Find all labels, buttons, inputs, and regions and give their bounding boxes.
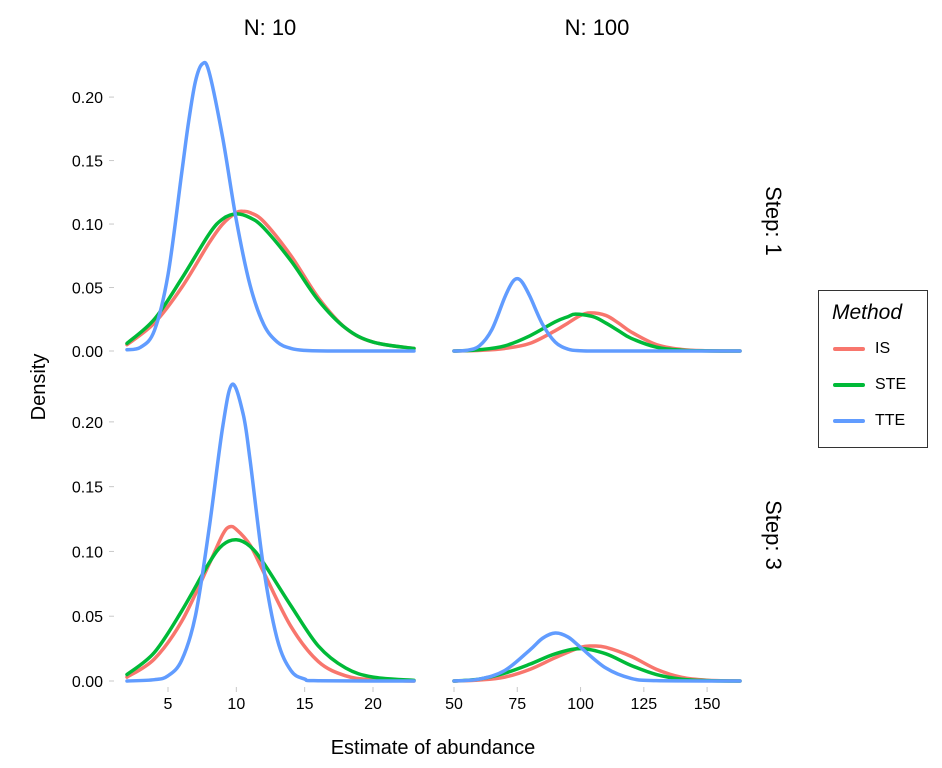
x-tick-label: 5 <box>164 696 173 713</box>
legend-swatch-is <box>833 347 865 351</box>
x-tick-label: 125 <box>630 696 657 713</box>
series-line-is-n10-step3 <box>125 524 416 683</box>
y-tick-label: 0.05 <box>72 281 103 298</box>
y-tick-label: 0.10 <box>72 217 103 234</box>
panel-n10-step1: 0.00 0.05 0.10 0.15 0.20 <box>72 60 416 361</box>
x-tick-label: 20 <box>364 696 382 713</box>
x-tick-label: 75 <box>508 696 526 713</box>
legend-swatch-ste <box>833 383 865 387</box>
panel-n10-step3: 0.00 0.05 0.10 0.15 0.20 5 10 15 20 <box>72 382 416 713</box>
strip-label-step1: Step: 1 <box>761 186 786 256</box>
series-line-tte-n100-step1 <box>452 276 742 353</box>
y-tick-label: 0.20 <box>72 415 103 432</box>
y-axis-title: Density <box>28 354 50 421</box>
legend-label-ste: STE <box>875 376 907 393</box>
legend-item-ste: STE <box>833 373 906 397</box>
x-tick-label: 50 <box>445 696 463 713</box>
strip-label-step3: Step: 3 <box>761 500 786 570</box>
strip-label-n100: N: 100 <box>565 15 630 40</box>
series-line-tte-n100-step3 <box>452 631 742 683</box>
y-tick-label: 0.00 <box>72 344 103 361</box>
y-tick-label: 0.05 <box>72 609 103 626</box>
x-tick-label: 150 <box>694 696 721 713</box>
legend-title: Method <box>832 301 903 324</box>
series-line-ste-n10-step3 <box>125 538 416 683</box>
y-tick-label: 0.15 <box>72 480 103 497</box>
x-tick-label: 10 <box>227 696 245 713</box>
series-line-tte-n10-step1 <box>125 60 416 353</box>
y-tick-label: 0.20 <box>72 90 103 107</box>
y-tick-label: 0.00 <box>72 674 103 691</box>
y-tick-label: 0.10 <box>72 544 103 561</box>
x-tick-label: 100 <box>567 696 594 713</box>
strip-label-n10: N: 10 <box>244 15 297 40</box>
legend-item-is: IS <box>833 337 890 361</box>
series-line-is-n10-step1 <box>125 209 416 351</box>
series-line-ste-n10-step1 <box>125 212 416 351</box>
series-line-is-n100-step3 <box>452 644 742 683</box>
legend: Method IS STE TTE <box>818 290 928 448</box>
series-line-tte-n10-step3 <box>125 382 416 683</box>
x-tick-label: 15 <box>296 696 314 713</box>
legend-item-tte: TTE <box>833 409 905 433</box>
x-axis-title: Estimate of abundance <box>331 737 536 759</box>
legend-swatch-tte <box>833 419 865 423</box>
panel-n100-step3: 50 75 100 125 150 <box>445 631 742 713</box>
legend-label-is: IS <box>875 340 891 357</box>
series-line-ste-n100-step3 <box>452 646 742 683</box>
legend-label-tte: TTE <box>875 412 906 429</box>
y-tick-label: 0.15 <box>72 154 103 171</box>
panel-n100-step1 <box>452 276 742 353</box>
